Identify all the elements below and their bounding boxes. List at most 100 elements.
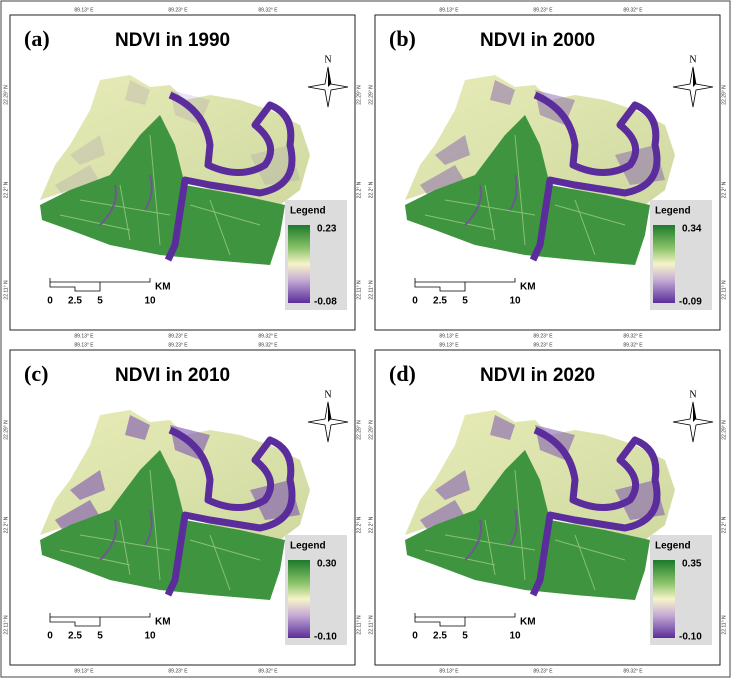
scale-tick-label: 0 (47, 296, 53, 307)
land-mangrove (40, 450, 285, 600)
lon-label-bottom: 89.13° E (439, 668, 459, 674)
panel-title: NDVI in 2010 (115, 365, 230, 386)
panel-title: NDVI in 1990 (115, 30, 230, 51)
lon-label-top: 89.13° E (439, 7, 459, 13)
arrow-star-half (328, 67, 331, 87)
north-arrow: N (672, 54, 714, 108)
mangrove-texture (424, 134, 626, 256)
scale-bar (414, 613, 516, 627)
scale-tick-label: 10 (144, 631, 156, 642)
lat-label-left: 22.11° N (3, 280, 9, 300)
lon-label-top: 89.23° E (168, 342, 188, 348)
lat-label-left: 22.29° N (368, 85, 374, 105)
scale-bar (414, 278, 516, 292)
scale-tick-label: 2.5 (68, 296, 82, 307)
lon-label-bottom: 89.23° E (533, 333, 553, 339)
lat-label-right: 22.29° N (721, 85, 727, 105)
scale-tick-label: 10 (509, 296, 521, 307)
panel-label: (d) (389, 361, 416, 386)
river-branch (464, 509, 518, 561)
river-branch (464, 174, 518, 226)
legend: Legend 0.34 -0.09 (650, 200, 712, 310)
lat-label-left: 22.29° N (368, 420, 374, 440)
panel-label: (b) (389, 26, 416, 51)
lat-label-left: 22.11° N (368, 280, 374, 300)
map-panel: (c) NDVI in 2010 N Legend 0.30 -0.10 0 2.5 5 10 KM… (3, 342, 362, 674)
lon-label-bottom: 89.32° E (258, 333, 278, 339)
land-mangrove (40, 115, 285, 265)
lat-label-right: 22.11° N (721, 280, 727, 300)
lat-label-right: 22.29° N (356, 85, 362, 105)
lat-label-left: 22.2° N (368, 516, 374, 533)
map-panel: (d) NDVI in 2020 N Legend 0.35 -0.10 0 2.5 5 10 KM… (368, 342, 727, 674)
scale-unit: KM (155, 282, 171, 293)
north-label: N (689, 389, 696, 400)
river (529, 426, 661, 597)
north-arrow: N (307, 54, 349, 108)
lon-label-bottom: 89.23° E (168, 333, 188, 339)
river-branch (99, 174, 153, 226)
river (529, 91, 661, 262)
mangrove-texture (59, 134, 261, 256)
north-label: N (324, 54, 331, 65)
north-arrow: N (307, 389, 349, 443)
scale-tick-label: 2.5 (433, 631, 447, 642)
lon-label-bottom: 89.32° E (258, 668, 278, 674)
lat-label-left: 22.2° N (368, 181, 374, 198)
legend-min: -0.10 (679, 632, 702, 643)
color-ramp (288, 225, 310, 303)
north-label: N (324, 389, 331, 400)
land-mangrove (405, 115, 650, 265)
scale-tick-label: 2.5 (68, 631, 82, 642)
scale-unit: KM (520, 617, 536, 628)
scale-bar (49, 278, 151, 292)
mangrove-texture (59, 469, 261, 591)
scale-tick-label: 5 (97, 631, 103, 642)
north-arrow: N (672, 389, 714, 443)
lat-label-right: 22.2° N (356, 516, 362, 533)
lat-label-left: 22.29° N (3, 420, 9, 440)
lon-label-bottom: 89.23° E (168, 668, 188, 674)
panel-title: NDVI in 2020 (480, 365, 595, 386)
lat-label-left: 22.2° N (3, 516, 9, 533)
mangrove-texture (424, 469, 626, 591)
legend-title: Legend (290, 541, 326, 552)
lon-label-top: 89.23° E (533, 7, 553, 13)
legend-title: Legend (655, 541, 691, 552)
lat-label-right: 22.29° N (356, 420, 362, 440)
lat-label-left: 22.11° N (3, 615, 9, 635)
scale-unit: KM (520, 282, 536, 293)
legend-min: -0.09 (679, 297, 702, 308)
lat-label-left: 22.11° N (368, 615, 374, 635)
legend-min: -0.08 (314, 297, 337, 308)
scale-bar (49, 613, 151, 627)
scale-tick-label: 10 (509, 631, 521, 642)
scale-tick-label: 0 (412, 631, 418, 642)
scale-unit: KM (155, 617, 171, 628)
legend: Legend 0.30 -0.10 (285, 535, 347, 645)
color-ramp (288, 560, 310, 638)
color-ramp (653, 225, 675, 303)
lat-label-left: 22.29° N (3, 85, 9, 105)
lat-label-right: 22.2° N (721, 181, 727, 198)
scale-tick-label: 5 (97, 296, 103, 307)
lon-label-top: 89.23° E (168, 7, 188, 13)
lat-label-right: 22.11° N (356, 615, 362, 635)
lat-label-right: 22.11° N (356, 280, 362, 300)
river-branch (99, 509, 153, 561)
lat-label-left: 22.2° N (3, 181, 9, 198)
panel-label: (a) (24, 26, 50, 51)
lon-label-bottom: 89.32° E (623, 668, 643, 674)
legend-max: 0.34 (682, 224, 702, 235)
lon-label-top: 89.23° E (533, 342, 553, 348)
north-label: N (689, 54, 696, 65)
lon-label-top: 89.32° E (623, 342, 643, 348)
scale-tick-label: 0 (412, 296, 418, 307)
lon-label-bottom: 89.32° E (623, 333, 643, 339)
arrow-star-half (328, 402, 331, 422)
arrow-star-half (693, 402, 696, 422)
map-panel: (b) NDVI in 2000 N Legend 0.34 -0.09 0 2.5 5 10 KM… (368, 7, 727, 339)
legend-max: 0.30 (317, 559, 337, 570)
